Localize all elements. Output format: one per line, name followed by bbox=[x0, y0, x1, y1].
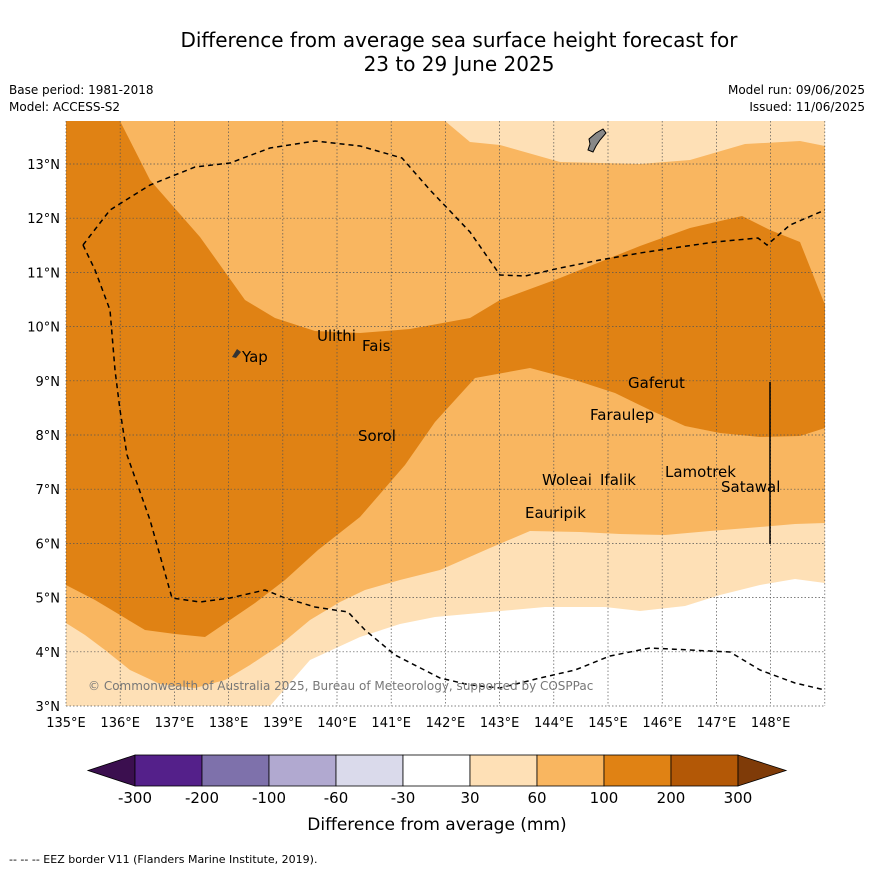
place-label: Yap bbox=[241, 348, 268, 366]
title-line-2: 23 to 29 June 2025 bbox=[363, 52, 555, 76]
lon-labels: 135°E 136°E 137°E 138°E 139°E 140°E 141°E 142°E… bbox=[46, 716, 790, 731]
colorbar-segment bbox=[402, 754, 471, 787]
lat-tick-label: 9°N bbox=[36, 375, 61, 390]
colorbar-tick-label: -30 bbox=[391, 789, 416, 807]
place-label: Fais bbox=[362, 337, 391, 355]
lat-tick-label: 12°N bbox=[27, 212, 60, 227]
eez-border bbox=[82, 244, 825, 691]
lat-tick-label: 6°N bbox=[36, 537, 61, 552]
lon-tick-label: 148°E bbox=[751, 716, 791, 731]
lon-tick-label: 137°E bbox=[155, 716, 195, 731]
lon-tick-label: 147°E bbox=[697, 716, 737, 731]
place-label: Woleai bbox=[542, 471, 592, 489]
colorbar-tick-label: -200 bbox=[185, 789, 219, 807]
colorbar-segment bbox=[268, 754, 337, 787]
lon-tick-label: 136°E bbox=[100, 716, 140, 731]
lon-tick-label: 144°E bbox=[534, 716, 574, 731]
colorbar-tick-label: -300 bbox=[118, 789, 152, 807]
guam-island bbox=[587, 128, 607, 153]
colorbar-label: Difference from average (mm) bbox=[307, 815, 566, 835]
colorbar-tick-label: 100 bbox=[590, 789, 619, 807]
lon-tick-label: 140°E bbox=[317, 716, 357, 731]
colorbar-extend-low bbox=[86, 754, 136, 787]
yap-island bbox=[232, 349, 241, 358]
colorbar-extend-high bbox=[737, 754, 788, 787]
colorbar: -300 -200 -100 -60 -30 30 60 100 200 300 bbox=[86, 754, 788, 807]
eez-border-north bbox=[82, 140, 825, 277]
lon-tick-label: 142°E bbox=[426, 716, 466, 731]
lat-tick-label: 10°N bbox=[27, 321, 60, 336]
lon-tick-label: 143°E bbox=[480, 716, 520, 731]
lat-tick-label: 5°N bbox=[36, 592, 61, 607]
lat-tick-label: 4°N bbox=[36, 646, 61, 661]
lat-tick-label: 7°N bbox=[36, 483, 61, 498]
meta-right: Model run: 09/06/2025 Issued: 11/06/2025 bbox=[728, 82, 865, 116]
place-label: Ifalik bbox=[600, 471, 636, 489]
issued-date: Issued: 11/06/2025 bbox=[749, 100, 865, 114]
colorbar-tick-label: 200 bbox=[657, 789, 686, 807]
place-label: Sorol bbox=[358, 427, 396, 445]
lat-tick-label: 8°N bbox=[36, 429, 61, 444]
place-labels: Yap Ulithi Fais Sorol Gaferut Faraulep Woleai I… bbox=[241, 327, 780, 522]
lat-tick-label: 13°N bbox=[27, 158, 60, 173]
colorbar-tick-label: -60 bbox=[324, 789, 349, 807]
colorbar-tick-label: 60 bbox=[527, 789, 546, 807]
lon-tick-label: 146°E bbox=[642, 716, 682, 731]
lat-tick-label: 11°N bbox=[27, 266, 60, 281]
colorbar-segment bbox=[134, 754, 203, 787]
lon-tick-label: 145°E bbox=[588, 716, 628, 731]
lon-tick-label: 138°E bbox=[209, 716, 249, 731]
lon-tick-label: 135°E bbox=[46, 716, 86, 731]
base-period: Base period: 1981-2018 bbox=[9, 83, 154, 97]
place-label: Lamotrek bbox=[665, 463, 736, 481]
colorbar-segment bbox=[335, 754, 404, 787]
colorbar-segment bbox=[201, 754, 270, 787]
place-label: Satawal bbox=[721, 478, 780, 496]
place-label: Ulithi bbox=[317, 327, 356, 345]
lat-labels: 3°N 4°N 5°N 6°N 7°N 8°N 9°N 10°N 11°N 12°N 13°N bbox=[27, 158, 60, 715]
lon-tick-label: 139°E bbox=[263, 716, 303, 731]
title-line-1: Difference from average sea surface heig… bbox=[180, 28, 738, 52]
place-label: Eauripik bbox=[525, 504, 586, 522]
model-run: Model run: 09/06/2025 bbox=[727, 83, 865, 97]
colorbar-segment bbox=[469, 754, 538, 787]
copyright-text: © Commonwealth of Australia 2025, Bureau… bbox=[88, 679, 593, 693]
lat-tick-label: 3°N bbox=[36, 700, 61, 715]
footer-note: -- -- -- EEZ border V11 (Flanders Marine… bbox=[9, 853, 318, 866]
colorbar-segment bbox=[670, 754, 739, 787]
place-label: Faraulep bbox=[590, 406, 654, 424]
colorbar-tick-label: -100 bbox=[252, 789, 286, 807]
lon-tick-label: 141°E bbox=[371, 716, 411, 731]
meta-left: Base period: 1981-2018 Model: ACCESS-S2 bbox=[9, 82, 154, 116]
map-grid bbox=[65, 121, 826, 707]
colorbar-tick-label: 30 bbox=[460, 789, 479, 807]
map-title: Difference from average sea surface heig… bbox=[0, 28, 873, 76]
colorbar-segment bbox=[603, 754, 672, 787]
colorbar-tick-label: 300 bbox=[724, 789, 753, 807]
place-label: Gaferut bbox=[628, 374, 685, 392]
model-name: Model: ACCESS-S2 bbox=[9, 100, 121, 114]
band-100-200 bbox=[66, 121, 825, 637]
colorbar-segment bbox=[536, 754, 605, 787]
